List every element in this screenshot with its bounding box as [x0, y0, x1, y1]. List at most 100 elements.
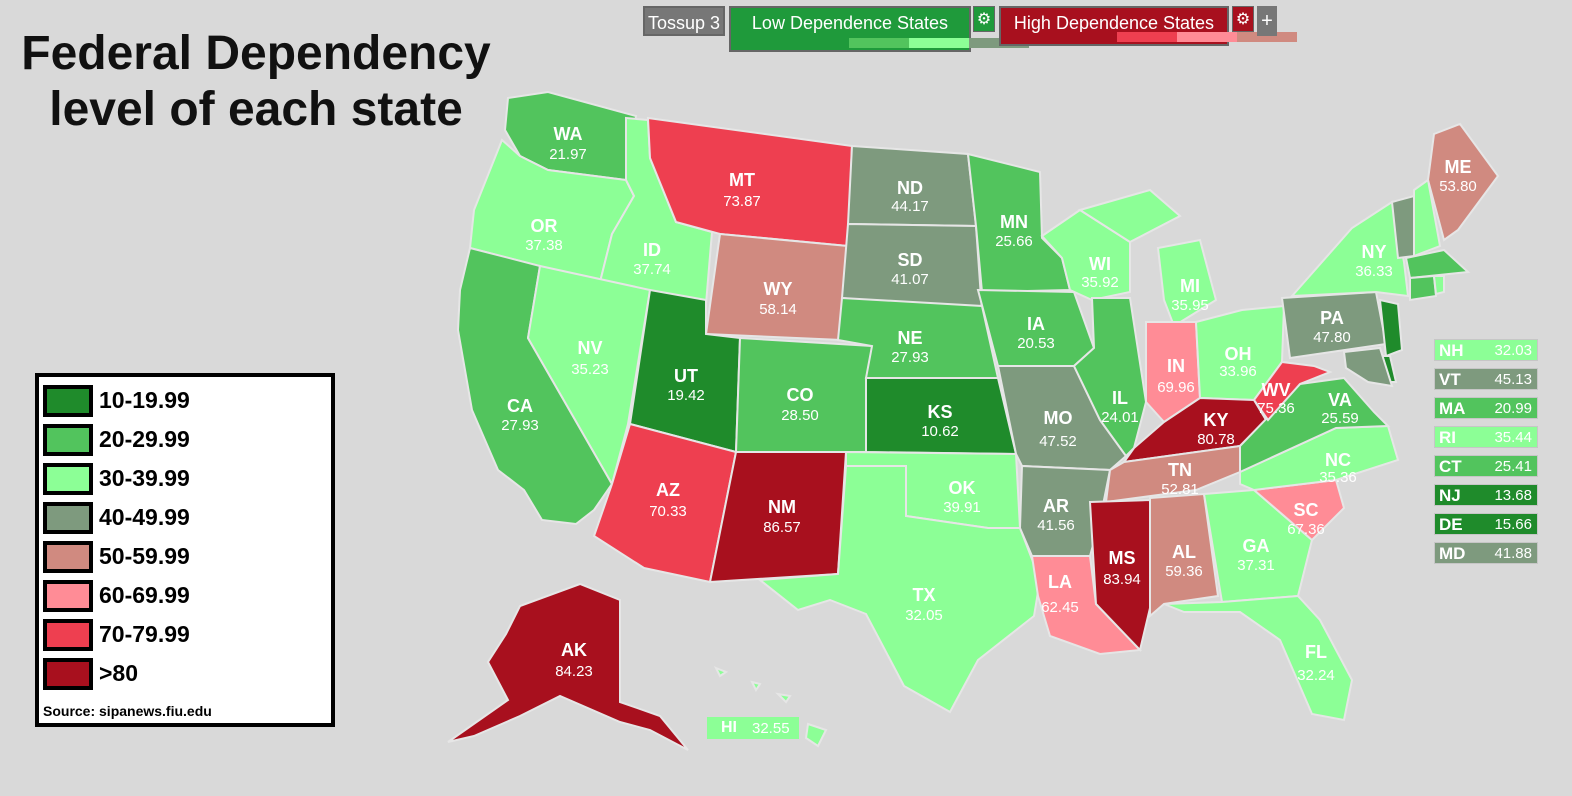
state-ct[interactable] — [1409, 274, 1438, 302]
small-state-ma[interactable]: MA 20.99 — [1434, 397, 1538, 419]
low-swatch-0 — [789, 38, 849, 48]
high-dependence-button[interactable]: High Dependence States — [999, 6, 1297, 46]
legend-label: 20-29.99 — [99, 426, 190, 452]
state-value-co: 28.50 — [781, 407, 819, 424]
state-abbr-mi: MI — [1180, 276, 1200, 296]
state-abbr-nv: NV — [577, 338, 602, 358]
state-value-tx: 32.05 — [905, 607, 943, 624]
state-nh[interactable] — [1413, 178, 1442, 258]
small-state-abbr: DE — [1439, 515, 1463, 534]
state-il[interactable] — [1072, 297, 1148, 458]
small-state-nj[interactable]: NJ 13.68 — [1434, 484, 1538, 506]
legend-source: Source: sipanews.fiu.edu — [43, 703, 212, 719]
state-value-mn: 25.66 — [995, 233, 1033, 250]
small-state-vt[interactable]: VT 45.13 — [1434, 368, 1538, 390]
state-ri[interactable] — [1432, 275, 1445, 296]
small-state-value: 20.99 — [1494, 400, 1532, 417]
state-value-ok: 39.91 — [943, 499, 981, 516]
add-category-button[interactable]: + — [1257, 6, 1277, 36]
state-la[interactable] — [1030, 555, 1143, 656]
small-state-ct[interactable]: CT 25.41 — [1434, 455, 1538, 477]
low-dependence-button[interactable]: Low Dependence States — [729, 6, 1029, 52]
state-mi[interactable] — [1077, 188, 1218, 328]
state-value-mt: 73.87 — [723, 193, 761, 210]
state-value-ky: 80.78 — [1197, 431, 1235, 448]
state-abbr-mt: MT — [729, 170, 755, 190]
state-abbr-oh: OH — [1225, 344, 1252, 364]
state-md[interactable] — [1342, 346, 1394, 388]
high-settings-gear-icon[interactable]: ⚙ — [1232, 6, 1254, 32]
state-abbr-az: AZ — [656, 480, 680, 500]
tossup-label: Tossup 3 — [647, 13, 721, 33]
state-abbr-wy: WY — [764, 279, 793, 299]
state-value-sc: 67.36 — [1287, 521, 1325, 538]
state-abbr-ar: AR — [1043, 496, 1069, 516]
small-state-de[interactable]: DE 15.66 — [1434, 513, 1538, 535]
state-abbr-mo: MO — [1044, 408, 1073, 428]
state-value-mo: 47.52 — [1039, 433, 1077, 450]
state-value-pa: 47.80 — [1313, 329, 1351, 346]
state-value-me: 53.80 — [1439, 178, 1477, 195]
state-value-wa: 21.97 — [549, 146, 587, 163]
legend-swatch — [43, 385, 93, 417]
small-state-value: 25.41 — [1494, 458, 1532, 475]
state-ny[interactable] — [1289, 200, 1410, 298]
legend-swatch — [43, 619, 93, 651]
state-value-sd: 41.07 — [891, 271, 929, 288]
small-state-nh[interactable]: NH 32.03 — [1434, 339, 1538, 361]
state-abbr-ok: OK — [949, 478, 976, 498]
state-abbr-sc: SC — [1293, 500, 1318, 520]
state-value-tn: 52.81 — [1161, 481, 1199, 498]
legend-swatch — [43, 463, 93, 495]
state-value-ks: 10.62 — [921, 423, 959, 440]
state-abbr-wv: WV — [1262, 380, 1291, 400]
legend-swatch — [43, 424, 93, 456]
high-dependence-swatches — [1057, 32, 1297, 42]
high-swatch-2 — [1177, 32, 1237, 42]
state-ms[interactable] — [1088, 498, 1151, 653]
state-value-nv: 35.23 — [571, 361, 609, 378]
state-hi[interactable] — [713, 666, 828, 748]
state-value-in: 69.96 — [1157, 379, 1195, 396]
low-swatch-1 — [849, 38, 909, 48]
state-nj[interactable] — [1378, 298, 1404, 358]
state-abbr-ak: AK — [561, 640, 587, 660]
small-state-abbr: NJ — [1439, 486, 1461, 505]
state-abbr-ky: KY — [1203, 410, 1228, 430]
state-fl[interactable] — [1163, 594, 1354, 722]
state-value-ut: 19.42 — [667, 387, 705, 404]
state-abbr-ia: IA — [1027, 314, 1045, 334]
state-abbr-ga: GA — [1243, 536, 1270, 556]
state-wv[interactable] — [1252, 360, 1333, 422]
state-al[interactable] — [1149, 492, 1220, 619]
legend: 10-19.99 20-29.99 30-39.99 40-49.99 50-59.99… — [35, 373, 335, 727]
map-title: Federal Dependency level of each state — [0, 26, 512, 138]
tossup-button[interactable]: Tossup 3 — [643, 6, 725, 36]
state-value-az: 70.33 — [649, 503, 687, 520]
state-value-nc: 35.36 — [1319, 469, 1357, 486]
state-abbr-mn: MN — [1000, 212, 1028, 232]
legend-swatch — [43, 541, 93, 573]
small-state-md[interactable]: MD 41.88 — [1434, 542, 1538, 564]
small-state-value: 41.88 — [1494, 545, 1532, 562]
state-tx[interactable] — [757, 465, 1042, 714]
low-settings-gear-icon[interactable]: ⚙ — [973, 6, 995, 32]
state-value-nm: 86.57 — [763, 519, 801, 536]
small-state-value: 45.13 — [1494, 371, 1532, 388]
small-state-abbr: MA — [1439, 399, 1466, 418]
small-state-value: 15.66 — [1494, 516, 1532, 533]
state-value-or: 37.38 — [525, 237, 563, 254]
legend-swatch — [43, 502, 93, 534]
small-state-abbr: CT — [1439, 457, 1462, 476]
small-state-ri[interactable]: RI 35.44 — [1434, 426, 1538, 448]
state-va[interactable] — [1239, 376, 1391, 474]
state-value-wi: 35.92 — [1081, 274, 1119, 291]
state-value-wy: 58.14 — [759, 301, 797, 318]
state-abbr-il: IL — [1112, 388, 1128, 408]
state-abbr-wa: WA — [554, 124, 583, 144]
state-ak[interactable] — [447, 582, 689, 751]
state-ma[interactable] — [1404, 248, 1471, 280]
state-abbr-tn: TN — [1168, 460, 1192, 480]
legend-label: 60-69.99 — [99, 582, 190, 608]
state-abbr-nm: NM — [768, 497, 796, 517]
